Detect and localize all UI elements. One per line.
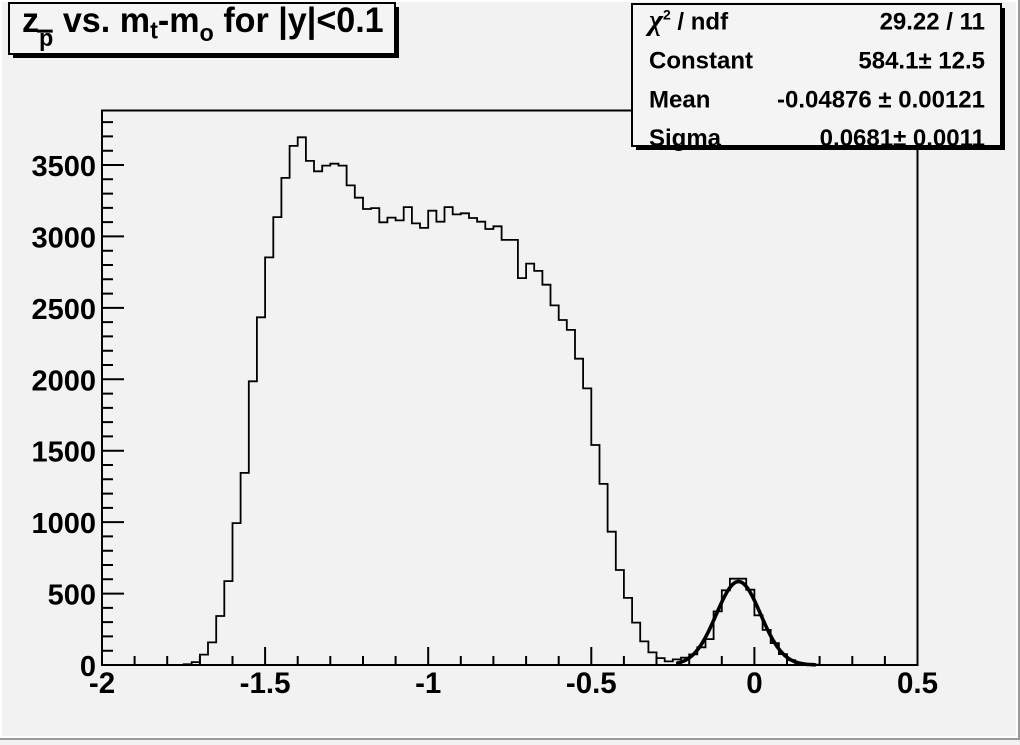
svg-text:-1.5: -1.5 [240,667,291,700]
svg-text:0: 0 [80,651,96,683]
svg-text:0.5: 0.5 [897,667,938,700]
svg-text:3000: 3000 [31,222,96,254]
svg-text:2000: 2000 [31,365,96,397]
svg-text:0: 0 [746,667,762,700]
svg-text:1500: 1500 [31,437,96,469]
svg-text:1000: 1000 [31,508,96,540]
svg-text:-0.04876 ± 0.00121: -0.04876 ± 0.00121 [777,87,985,114]
svg-text:3500: 3500 [31,151,96,183]
svg-text:-0.5: -0.5 [566,667,617,700]
svg-text:500: 500 [48,580,96,612]
svg-text:29.22 / 11: 29.22 / 11 [880,9,985,36]
svg-text:2500: 2500 [31,294,96,326]
svg-text:0.0681± 0.0011: 0.0681± 0.0011 [820,125,985,152]
svg-text:Sigma: Sigma [649,125,722,152]
svg-text:-1: -1 [415,667,441,700]
svg-text:χ2 / ndf: χ2 / ndf [645,4,729,37]
svg-text:584.1± 12.5: 584.1± 12.5 [858,48,985,75]
svg-text:Mean: Mean [649,87,710,114]
svg-text:-2: -2 [89,667,115,700]
svg-text:Constant: Constant [649,48,753,75]
